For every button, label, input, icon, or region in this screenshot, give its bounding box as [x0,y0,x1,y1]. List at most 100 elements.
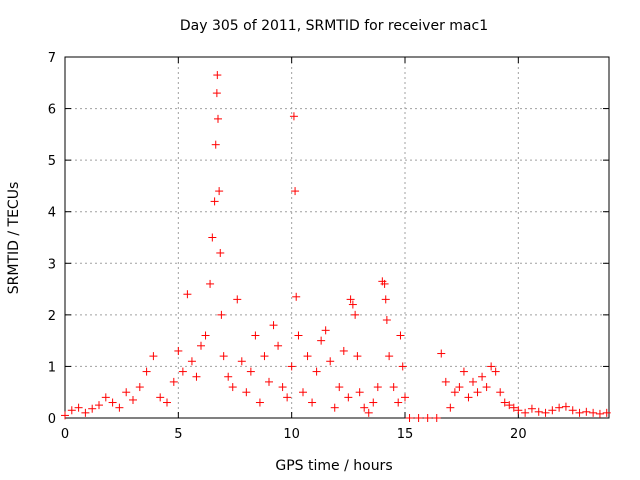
data-point [115,403,124,412]
data-point [187,357,196,366]
grid [65,57,609,418]
data-point [201,331,210,340]
data-point [330,403,339,412]
data-point [74,403,83,412]
data-point [575,408,584,417]
data-point [135,383,144,392]
data-point [321,326,330,335]
data-point [211,140,220,149]
data-point [292,292,301,301]
data-point [61,411,69,420]
data-point [278,383,287,392]
data-point [303,352,312,361]
data-point [364,408,373,417]
data-point [360,403,369,412]
y-tick-label: 2 [48,309,56,324]
data-point [255,398,264,407]
y-axis-label: SRMTID / TECUs [6,182,22,295]
data-point [317,336,326,345]
data-point [174,346,183,355]
y-tick-label: 7 [48,51,56,66]
data-point [183,290,192,299]
data-point [233,295,242,304]
data-point [469,377,477,386]
y-tick-label: 3 [48,257,56,272]
data-point [283,393,292,402]
data-point [555,403,564,412]
data-point [394,398,403,407]
data-point [446,403,455,412]
data-point [197,341,205,350]
data-point [192,372,201,381]
data-point [212,89,221,98]
data-point [482,383,491,392]
data-point [101,393,110,402]
data-point [81,408,90,417]
data-point [521,408,530,417]
y-tick-label: 0 [48,412,56,427]
data-point [589,408,598,417]
data-point [95,401,103,410]
data-point [491,367,500,376]
x-tick-label: 10 [283,427,300,442]
data-point [344,393,353,402]
data-point [163,398,171,407]
data-point [169,377,178,386]
data-point [213,71,222,80]
x-tick-label: 15 [397,427,414,442]
data-point [108,398,117,407]
data-point [396,331,405,340]
data-point [414,414,423,422]
x-tick-label: 20 [510,427,527,442]
data-point [312,367,321,376]
data-point [178,367,187,376]
data-point [514,406,523,415]
data-point [217,310,226,319]
data-point [339,346,348,355]
data-point [219,352,228,361]
data-point [237,357,246,366]
data-point [224,372,233,381]
data-point [389,383,398,392]
data-point [441,377,450,386]
data-point [208,233,217,242]
data-point [215,187,224,196]
data-point [602,408,611,417]
data-point [432,414,441,422]
data-point [346,295,355,304]
data-point [534,407,543,416]
data-point [561,402,570,411]
data-point [142,367,151,376]
data-point [299,388,307,397]
x-tick-label: 0 [61,427,69,442]
data-point [326,357,335,366]
data-point [348,300,357,309]
data-point [228,383,237,392]
chart-title: Day 305 of 2011, SRMTID for receiver mac… [180,18,488,34]
data-point [251,331,260,340]
x-tick-label: 5 [174,427,182,442]
data-point [582,407,591,416]
data-point [548,406,557,415]
data-point [206,279,215,288]
data-point [353,352,362,361]
data-point [291,187,300,196]
data-point [265,377,273,386]
data-point [380,279,389,288]
y-tick-label: 5 [48,154,56,169]
data-point [308,398,317,407]
data-point [246,367,255,376]
data-point [401,393,409,402]
data-point [459,367,468,376]
data-point [67,406,76,415]
data-point [595,409,604,418]
plot-frame [64,56,610,419]
data-point [473,388,482,397]
data-point [88,404,97,413]
data-point [242,388,251,397]
data-point [129,395,137,404]
data-point [274,341,283,350]
data-point [156,393,165,402]
